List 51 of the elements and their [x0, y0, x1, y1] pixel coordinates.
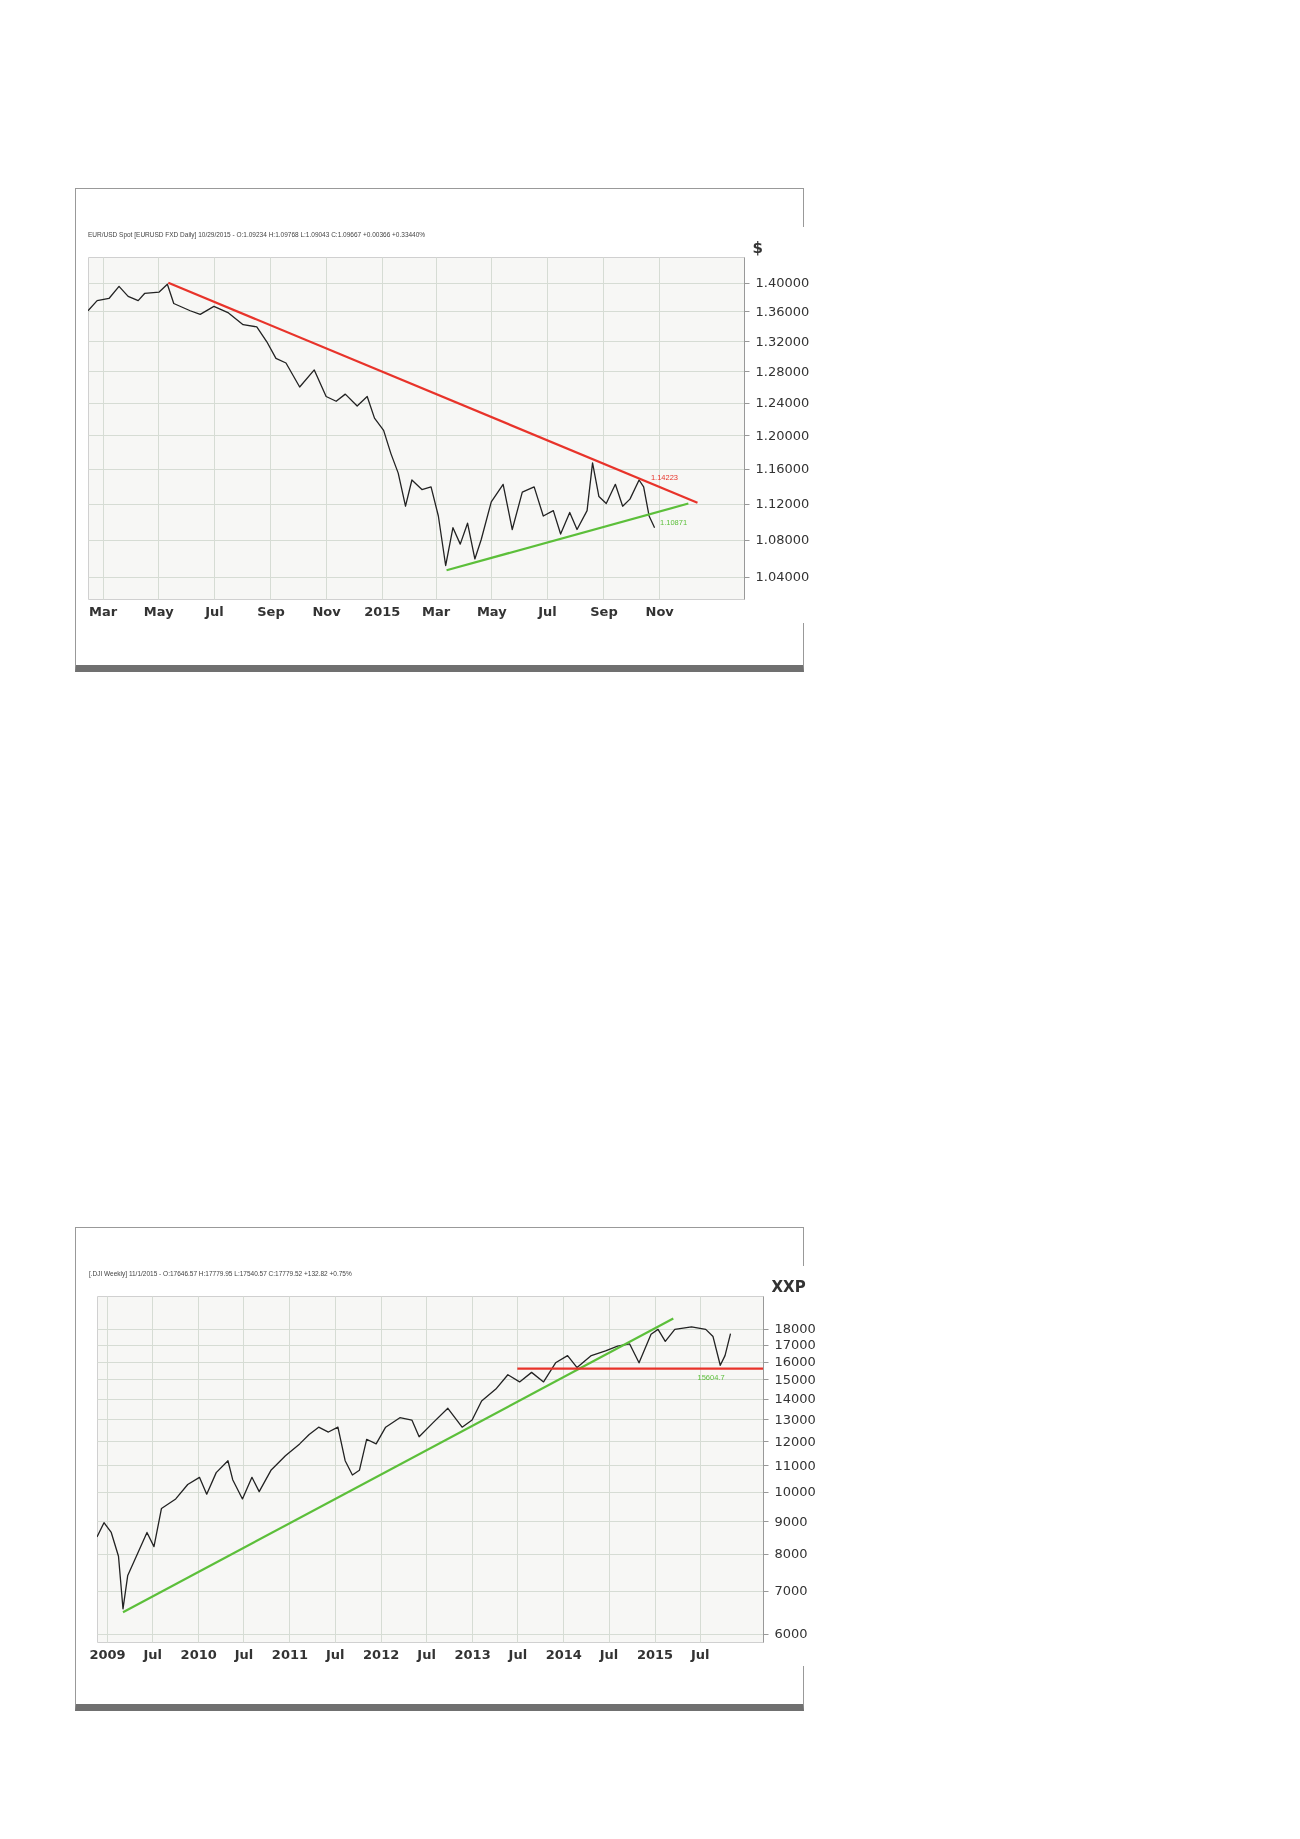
x-tick-label: Sep [257, 603, 285, 619]
y-axis-title: XXP [771, 1277, 806, 1296]
x-tick-label: Mar [422, 603, 451, 619]
x-tick-label: 2015 [364, 603, 401, 619]
x-tick-label: 2009 [89, 1646, 126, 1662]
y-tick-label: 12000 [774, 1433, 816, 1449]
x-tick-label: Mar [89, 603, 118, 619]
y-tick-label: 1.16000 [755, 461, 810, 477]
x-tick-label: Jul [324, 1646, 345, 1662]
x-tick-label: May [476, 603, 508, 619]
y-tick-label: 10000 [774, 1484, 816, 1500]
y-tick-label: 1.32000 [755, 333, 810, 349]
x-tick-label: Jul [537, 603, 557, 619]
x-tick-label: Jul [416, 1646, 436, 1662]
y-tick-label: 15000 [774, 1371, 816, 1387]
y-tick-label: 1.12000 [755, 496, 810, 512]
y-tick-label: 1.40000 [755, 275, 810, 291]
y-tick-label: 11000 [774, 1457, 816, 1473]
x-tick-label: Jul [598, 1646, 619, 1662]
x-tick-label: May [143, 603, 175, 619]
x-tick-label: Jul [204, 603, 224, 619]
y-tick-label: 1.08000 [755, 532, 810, 548]
x-tick-label: 2015 [636, 1646, 674, 1662]
y-tick-label: 1.28000 [755, 363, 810, 379]
x-tick-label: Jul [233, 1646, 254, 1662]
y-tick-label: 18000 [774, 1321, 816, 1337]
x-tick-label: 2013 [454, 1646, 491, 1662]
y-tick-label: 1.24000 [755, 395, 810, 411]
x-tick-label: Jul [507, 1646, 528, 1662]
line-series [97, 1326, 732, 1610]
x-tick-label: Jul [142, 1646, 163, 1662]
x-tick-label: 2012 [363, 1646, 400, 1662]
x-tick-label: Nov [312, 603, 342, 619]
x-tick-label: Nov [645, 603, 675, 619]
y-tick-label: 1.20000 [755, 427, 810, 443]
y-tick-label: 7000 [774, 1583, 808, 1599]
x-tick-label: Jul [689, 1646, 710, 1662]
y-tick-label: 14000 [774, 1391, 816, 1407]
x-tick-label: 2014 [545, 1646, 582, 1662]
x-tick-label: Sep [590, 603, 618, 619]
y-axis-title: $ [752, 238, 763, 257]
y-tick-label: 1.36000 [755, 303, 810, 319]
x-tick-label: 2010 [180, 1646, 217, 1662]
y-tick-label: 8000 [774, 1546, 808, 1562]
y-tick-label: 17000 [774, 1337, 816, 1353]
y-tick-label: 9000 [774, 1513, 808, 1529]
y-tick-label: 13000 [774, 1411, 816, 1427]
x-tick-label: 2011 [271, 1646, 309, 1662]
y-tick-label: 1.04000 [755, 569, 810, 585]
y-tick-label: 16000 [774, 1354, 816, 1370]
y-tick-label: 6000 [774, 1626, 808, 1642]
